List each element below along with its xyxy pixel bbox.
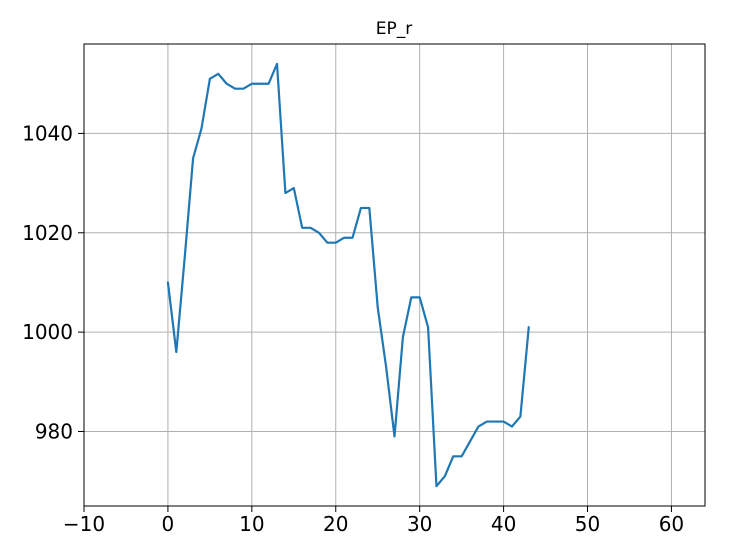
axes-frame — [83, 43, 706, 507]
y-tick-label: 1000 — [22, 320, 73, 344]
x-axis-ticks: −10 0 10 20 30 40 50 60 — [63, 506, 684, 536]
x-tick-label: 60 — [659, 512, 684, 536]
y-tick-label: 1020 — [22, 221, 73, 245]
chart-title: EP_r — [376, 19, 412, 39]
x-tick-label: 20 — [323, 512, 348, 536]
grid — [83, 44, 705, 506]
y-axis-ticks: 980 1000 1020 1040 — [22, 121, 84, 443]
y-tick-label: 980 — [35, 419, 73, 443]
x-tick-label: −10 — [63, 512, 105, 536]
x-tick-label: 40 — [491, 512, 516, 536]
y-tick-label: 1040 — [22, 121, 73, 145]
x-tick-label: 30 — [407, 512, 432, 536]
series-line — [166, 62, 530, 488]
x-tick-label: 50 — [575, 512, 600, 536]
x-tick-label: 10 — [239, 512, 264, 536]
x-tick-label: 0 — [162, 512, 175, 536]
series-layer — [166, 62, 530, 488]
